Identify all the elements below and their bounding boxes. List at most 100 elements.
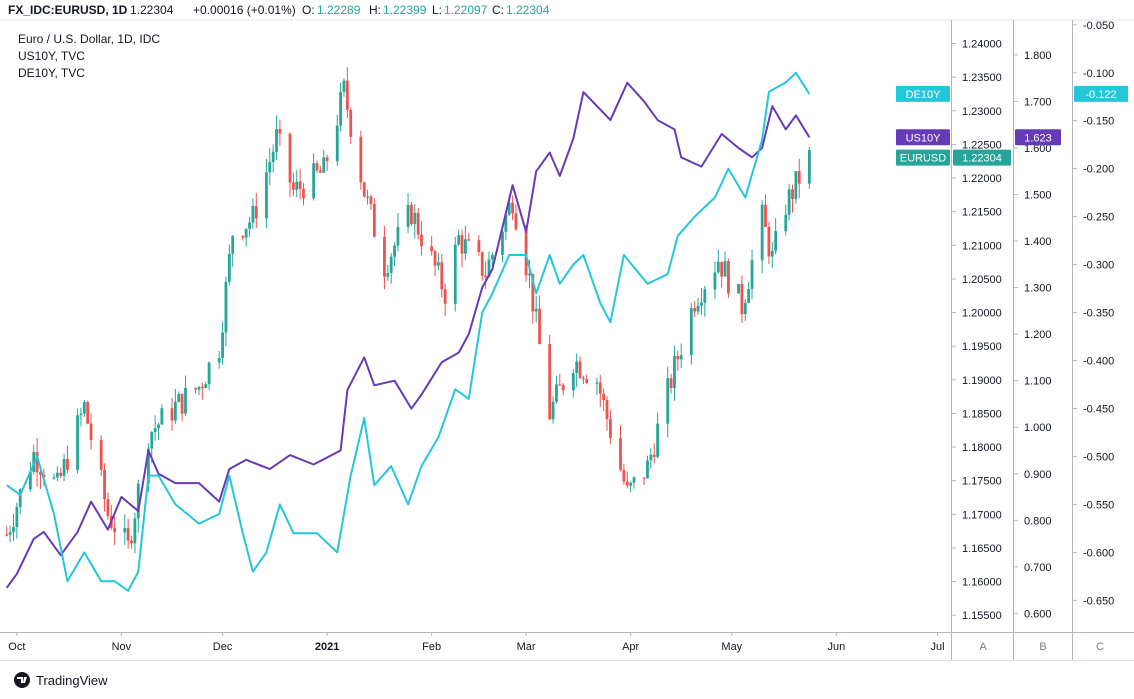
axis-c-tick-label: -0.250 — [1083, 212, 1114, 224]
candle — [359, 130, 363, 190]
axis-b-tick-label: 0.600 — [1024, 608, 1052, 620]
axis-c-tick-label: -0.200 — [1083, 164, 1114, 176]
series-line-us10y[interactable] — [5, 81, 811, 589]
axis-b-tick-label: 0.800 — [1024, 515, 1052, 527]
candle — [153, 415, 157, 441]
high-value: 1.22399 — [383, 3, 427, 17]
candle — [76, 408, 79, 474]
high-label: H: — [369, 3, 381, 17]
candle — [453, 236, 457, 312]
candle — [794, 171, 798, 204]
candle — [477, 235, 481, 256]
scale-button-b[interactable]: B — [1039, 641, 1046, 653]
candle — [271, 144, 275, 173]
candle — [207, 361, 211, 391]
axis-a-tick-label: 1.16000 — [962, 577, 1002, 589]
candle — [457, 229, 461, 246]
axis-a-tick-label: 1.24000 — [962, 39, 1002, 51]
candle — [490, 252, 494, 267]
candle — [66, 445, 69, 474]
candle — [440, 254, 444, 298]
axis-a-tick-label: 1.19500 — [962, 341, 1002, 353]
candle — [5, 526, 9, 537]
badge-de10y: DE10Y -0.122 — [896, 85, 1128, 102]
candle — [605, 396, 609, 431]
candle — [224, 276, 228, 347]
candle — [551, 396, 555, 424]
candle — [231, 234, 235, 267]
candle — [764, 194, 767, 228]
candle — [160, 404, 164, 425]
candle — [484, 261, 488, 289]
candle — [460, 229, 464, 268]
candle — [797, 158, 801, 199]
candle — [632, 476, 636, 489]
candle — [200, 382, 204, 400]
axis-b-tick-label: 1.600 — [1024, 143, 1052, 155]
close-label: C: — [492, 3, 504, 17]
candle — [595, 377, 599, 395]
low-label: L: — [432, 3, 442, 17]
candle — [622, 463, 626, 485]
axis-a-tick-label: 1.21500 — [962, 207, 1002, 219]
scale-button-a[interactable]: A — [979, 641, 987, 653]
axis-c-tick-label: -0.150 — [1083, 116, 1114, 128]
axis-a-tick-label: 1.17500 — [962, 476, 1002, 488]
open-label: O: — [302, 3, 315, 17]
candle — [571, 369, 575, 398]
candle — [288, 132, 292, 197]
candle — [619, 425, 622, 472]
time-tick-label: Jul — [930, 641, 944, 653]
candle — [184, 375, 187, 416]
candle — [406, 193, 410, 233]
candle — [180, 393, 184, 422]
legend-us10y[interactable]: US10Y, TVC — [18, 49, 85, 63]
candle — [298, 168, 302, 200]
candle — [170, 397, 174, 431]
candle — [173, 388, 177, 424]
candle — [582, 375, 585, 384]
axis-c-tick-label: -0.350 — [1083, 308, 1114, 320]
axis-c-tick-label: -0.100 — [1083, 68, 1114, 80]
axis-b-tick-label: 1.400 — [1024, 236, 1052, 248]
candle — [339, 82, 343, 132]
axis-a-tick-label: 1.20500 — [962, 274, 1002, 286]
scale-button-c[interactable]: C — [1096, 641, 1104, 653]
svg-text:1.22304: 1.22304 — [962, 153, 1002, 165]
tradingview-logo-icon[interactable] — [14, 672, 30, 688]
axis-b-tick-label: 1.800 — [1024, 50, 1052, 62]
candle — [676, 350, 680, 372]
time-tick-label: Apr — [622, 641, 639, 653]
candle — [703, 285, 707, 317]
legend-eurusd[interactable]: Euro / U.S. Dollar, 1D, IDC — [18, 32, 160, 46]
svg-text:EURUSD: EURUSD — [900, 153, 947, 165]
candle — [265, 158, 268, 229]
candle — [437, 253, 440, 271]
candle — [561, 383, 565, 396]
time-tick-label: Dec — [213, 641, 233, 653]
axis-a-tick-label: 1.20000 — [962, 308, 1002, 320]
candle — [248, 216, 251, 237]
candle — [106, 492, 110, 520]
candle — [413, 204, 417, 239]
brand-name[interactable]: TradingView — [36, 673, 108, 688]
candle — [774, 217, 778, 255]
candle — [244, 228, 248, 247]
candle — [433, 249, 437, 277]
axis-c-tick-label: -0.300 — [1083, 260, 1114, 272]
candle — [383, 226, 386, 290]
svg-text:DE10Y: DE10Y — [906, 89, 942, 101]
candle — [389, 253, 393, 284]
candle — [514, 204, 518, 231]
candle — [652, 443, 656, 464]
candle — [720, 261, 724, 288]
candle — [747, 281, 751, 304]
axis-b-tick-label: 1.100 — [1024, 376, 1052, 388]
badge-us10y: US10Y 1.623 — [896, 129, 1061, 146]
candle — [35, 438, 39, 487]
series-line-de10y[interactable] — [6, 71, 811, 592]
candle — [750, 249, 754, 300]
candle — [55, 466, 59, 481]
legend-de10y[interactable]: DE10Y, TVC — [18, 66, 85, 80]
